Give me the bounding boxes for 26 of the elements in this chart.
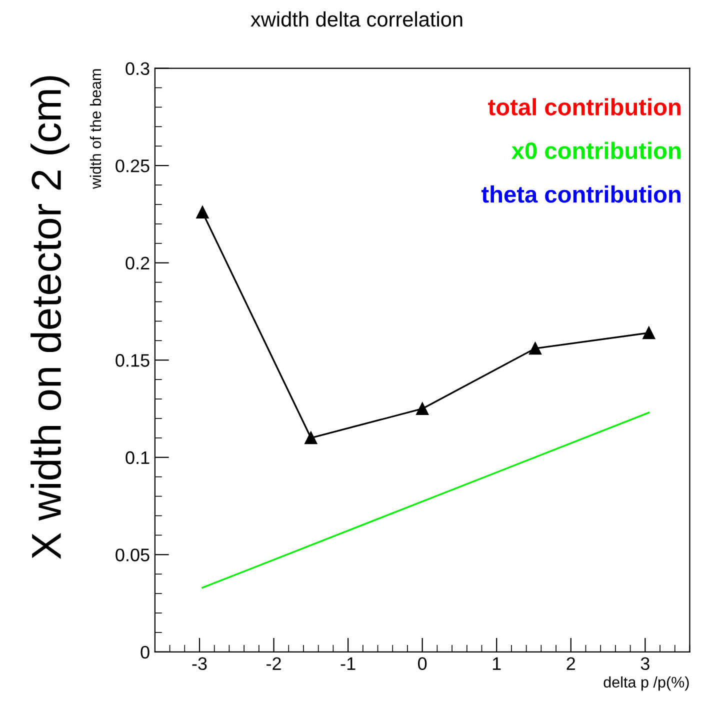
y-tick-label: 0.15 <box>116 354 150 367</box>
y-tick-label: 0 <box>140 646 150 659</box>
y-tick-label: 0.05 <box>116 548 150 562</box>
point <box>304 432 318 444</box>
x-tick-label: 3 <box>640 657 650 670</box>
y-axis-title: width of the beam <box>90 69 102 189</box>
text: X width on detector 2 (cm) <box>30 76 70 559</box>
text: x0 contribution <box>512 142 680 160</box>
x-tick-label: 2 <box>566 657 575 670</box>
point <box>416 402 429 415</box>
x-tick-label: -3 <box>192 657 207 670</box>
point <box>528 342 542 355</box>
y-tick-label: 0.25 <box>116 159 150 172</box>
y-tick-label: 0.1 <box>126 451 150 464</box>
x-axis-title: delta p /p(%) <box>604 676 689 691</box>
chart-title: xwidth delta correlation <box>250 11 462 27</box>
legend-label: theta contribution <box>482 185 680 203</box>
point <box>196 206 209 218</box>
x-tick-label: -2 <box>266 657 281 670</box>
y-tick-label: 0.2 <box>126 256 150 270</box>
x-tick-label: -1 <box>340 657 356 670</box>
point <box>642 326 656 340</box>
x-tick-label: 0 <box>418 657 427 670</box>
x-tick-label: 1 <box>492 657 501 670</box>
legend-label: total contribution <box>488 98 680 116</box>
y-tick-label: 0.3 <box>126 62 150 76</box>
